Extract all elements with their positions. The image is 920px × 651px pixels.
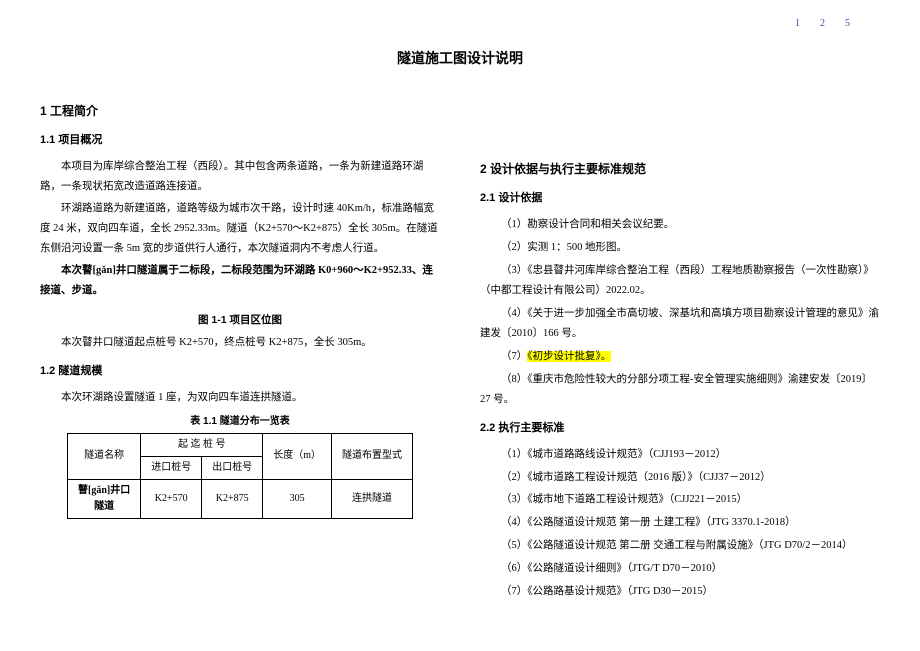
th-in: 进口桩号 bbox=[141, 456, 202, 479]
document-title: 隧道施工图设计说明 bbox=[40, 45, 880, 72]
page-number: 125 bbox=[795, 14, 870, 33]
list-item: （4）《关于进一步加强全市高切坡、深基坑和高填方项目勘察设计管理的意见》渝建发〔… bbox=[480, 304, 880, 344]
list-item: （6）《公路隧道设计细则》（JTG/T D70－2010） bbox=[480, 559, 880, 579]
text: 本次瞽 bbox=[61, 265, 93, 276]
paragraph: 本次瞽井口隧道起点桩号 K2+570，终点桩号 K2+875，全长 305m。 bbox=[40, 333, 440, 353]
standards-list: （1）《城市道路路线设计规范》（CJJ193－2012） （2）《城市道路工程设… bbox=[480, 445, 880, 603]
page-current: 1 bbox=[795, 18, 820, 29]
paragraph: 本次环湖路设置隧道 1 座，为双向四车道连拱隧道。 bbox=[40, 388, 440, 408]
td-form: 连拱隧道 bbox=[332, 479, 413, 518]
th-out: 出口桩号 bbox=[202, 456, 263, 479]
highlight: 《初步设计批复》。 bbox=[527, 351, 611, 362]
paragraph-bold: 本次瞽[gǎn]井口隧道属于二标段，二标段范围为环湖路 K0+960～K2+95… bbox=[40, 261, 440, 301]
th-form: 隧道布置型式 bbox=[332, 433, 413, 479]
basis-list: （1）勘察设计合同和相关会议纪要。 （2）实测 1：500 地形图。 （3）《忠… bbox=[480, 215, 880, 409]
figure-label: 图 1-1 项目区位图 bbox=[40, 311, 440, 331]
th-len: 长度（m） bbox=[263, 433, 332, 479]
list-item: （7）《公路路基设计规范》（JTG D30－2015） bbox=[480, 582, 880, 602]
td-name: 瞽[gǎn]井口 隧道 bbox=[67, 479, 140, 518]
list-item: （1）勘察设计合同和相关会议纪要。 bbox=[480, 215, 880, 235]
th-pile: 起 迄 桩 号 bbox=[141, 433, 263, 456]
page-total: 25 bbox=[820, 18, 870, 29]
heading-2-1: 2.1 设计依据 bbox=[480, 188, 880, 209]
table-row: 瞽[gǎn]井口 隧道 K2+570 K2+875 305 连拱隧道 bbox=[67, 479, 412, 518]
list-item: （2）《城市道路工程设计规范（2016 版）》（CJJ37－2012） bbox=[480, 468, 880, 488]
list-item-highlighted: （7）《初步设计批复》。 bbox=[480, 347, 880, 367]
td-len: 305 bbox=[263, 479, 332, 518]
table-label: 表 1.1 隧道分布一览表 bbox=[40, 412, 440, 431]
td-out: K2+875 bbox=[202, 479, 263, 518]
paragraph: 环湖路道路为新建道路，道路等级为城市次干路，设计时速 40Km/h，标准路幅宽度… bbox=[40, 199, 440, 259]
text: 瞽[gǎn]井口 bbox=[78, 485, 130, 496]
heading-1: 1 工程简介 bbox=[40, 100, 440, 123]
heading-1-1: 1.1 项目概况 bbox=[40, 130, 440, 151]
two-column-layout: 1 工程简介 1.1 项目概况 本项目为库岸综合整治工程（西段）。其中包含两条道… bbox=[40, 92, 880, 606]
pinyin: [gǎn] bbox=[93, 265, 116, 276]
td-in: K2+570 bbox=[141, 479, 202, 518]
table-row: 隧道名称 起 迄 桩 号 长度（m） 隧道布置型式 bbox=[67, 433, 412, 456]
left-column: 1 工程简介 1.1 项目概况 本项目为库岸综合整治工程（西段）。其中包含两条道… bbox=[40, 92, 440, 606]
paragraph: 本项目为库岸综合整治工程（西段）。其中包含两条道路，一条为新建道路环湖路，一条现… bbox=[40, 157, 440, 197]
list-item: （1）《城市道路路线设计规范》（CJJ193－2012） bbox=[480, 445, 880, 465]
text: 隧道 bbox=[94, 501, 114, 512]
heading-2: 2 设计依据与执行主要标准规范 bbox=[480, 158, 880, 181]
tunnel-table: 隧道名称 起 迄 桩 号 长度（m） 隧道布置型式 进口桩号 出口桩号 瞽[gǎ… bbox=[67, 433, 413, 519]
th-name: 隧道名称 bbox=[67, 433, 140, 479]
list-item: （4）《公路隧道设计规范 第一册 土建工程》（JTG 3370.1-2018） bbox=[480, 513, 880, 533]
heading-1-2: 1.2 隧道规模 bbox=[40, 361, 440, 382]
heading-2-2: 2.2 执行主要标准 bbox=[480, 418, 880, 439]
list-item: （5）《公路隧道设计规范 第二册 交通工程与附属设施》（JTG D70/2－20… bbox=[480, 536, 880, 556]
right-column: 2 设计依据与执行主要标准规范 2.1 设计依据 （1）勘察设计合同和相关会议纪… bbox=[480, 92, 880, 606]
list-item: （2）实测 1：500 地形图。 bbox=[480, 238, 880, 258]
page: 125 隧道施工图设计说明 1 工程简介 1.1 项目概况 本项目为库岸综合整治… bbox=[0, 0, 920, 651]
list-item: （3）《城市地下道路工程设计规范》（CJJ221－2015） bbox=[480, 490, 880, 510]
list-item: （8）《重庆市危险性较大的分部分项工程-安全管理实施细则》渝建安发〔2019〕2… bbox=[480, 370, 880, 410]
list-item: （3）《忠县瞽井河库岸综合整治工程（西段）工程地质勘察报告（一次性勘察）》（中都… bbox=[480, 261, 880, 301]
